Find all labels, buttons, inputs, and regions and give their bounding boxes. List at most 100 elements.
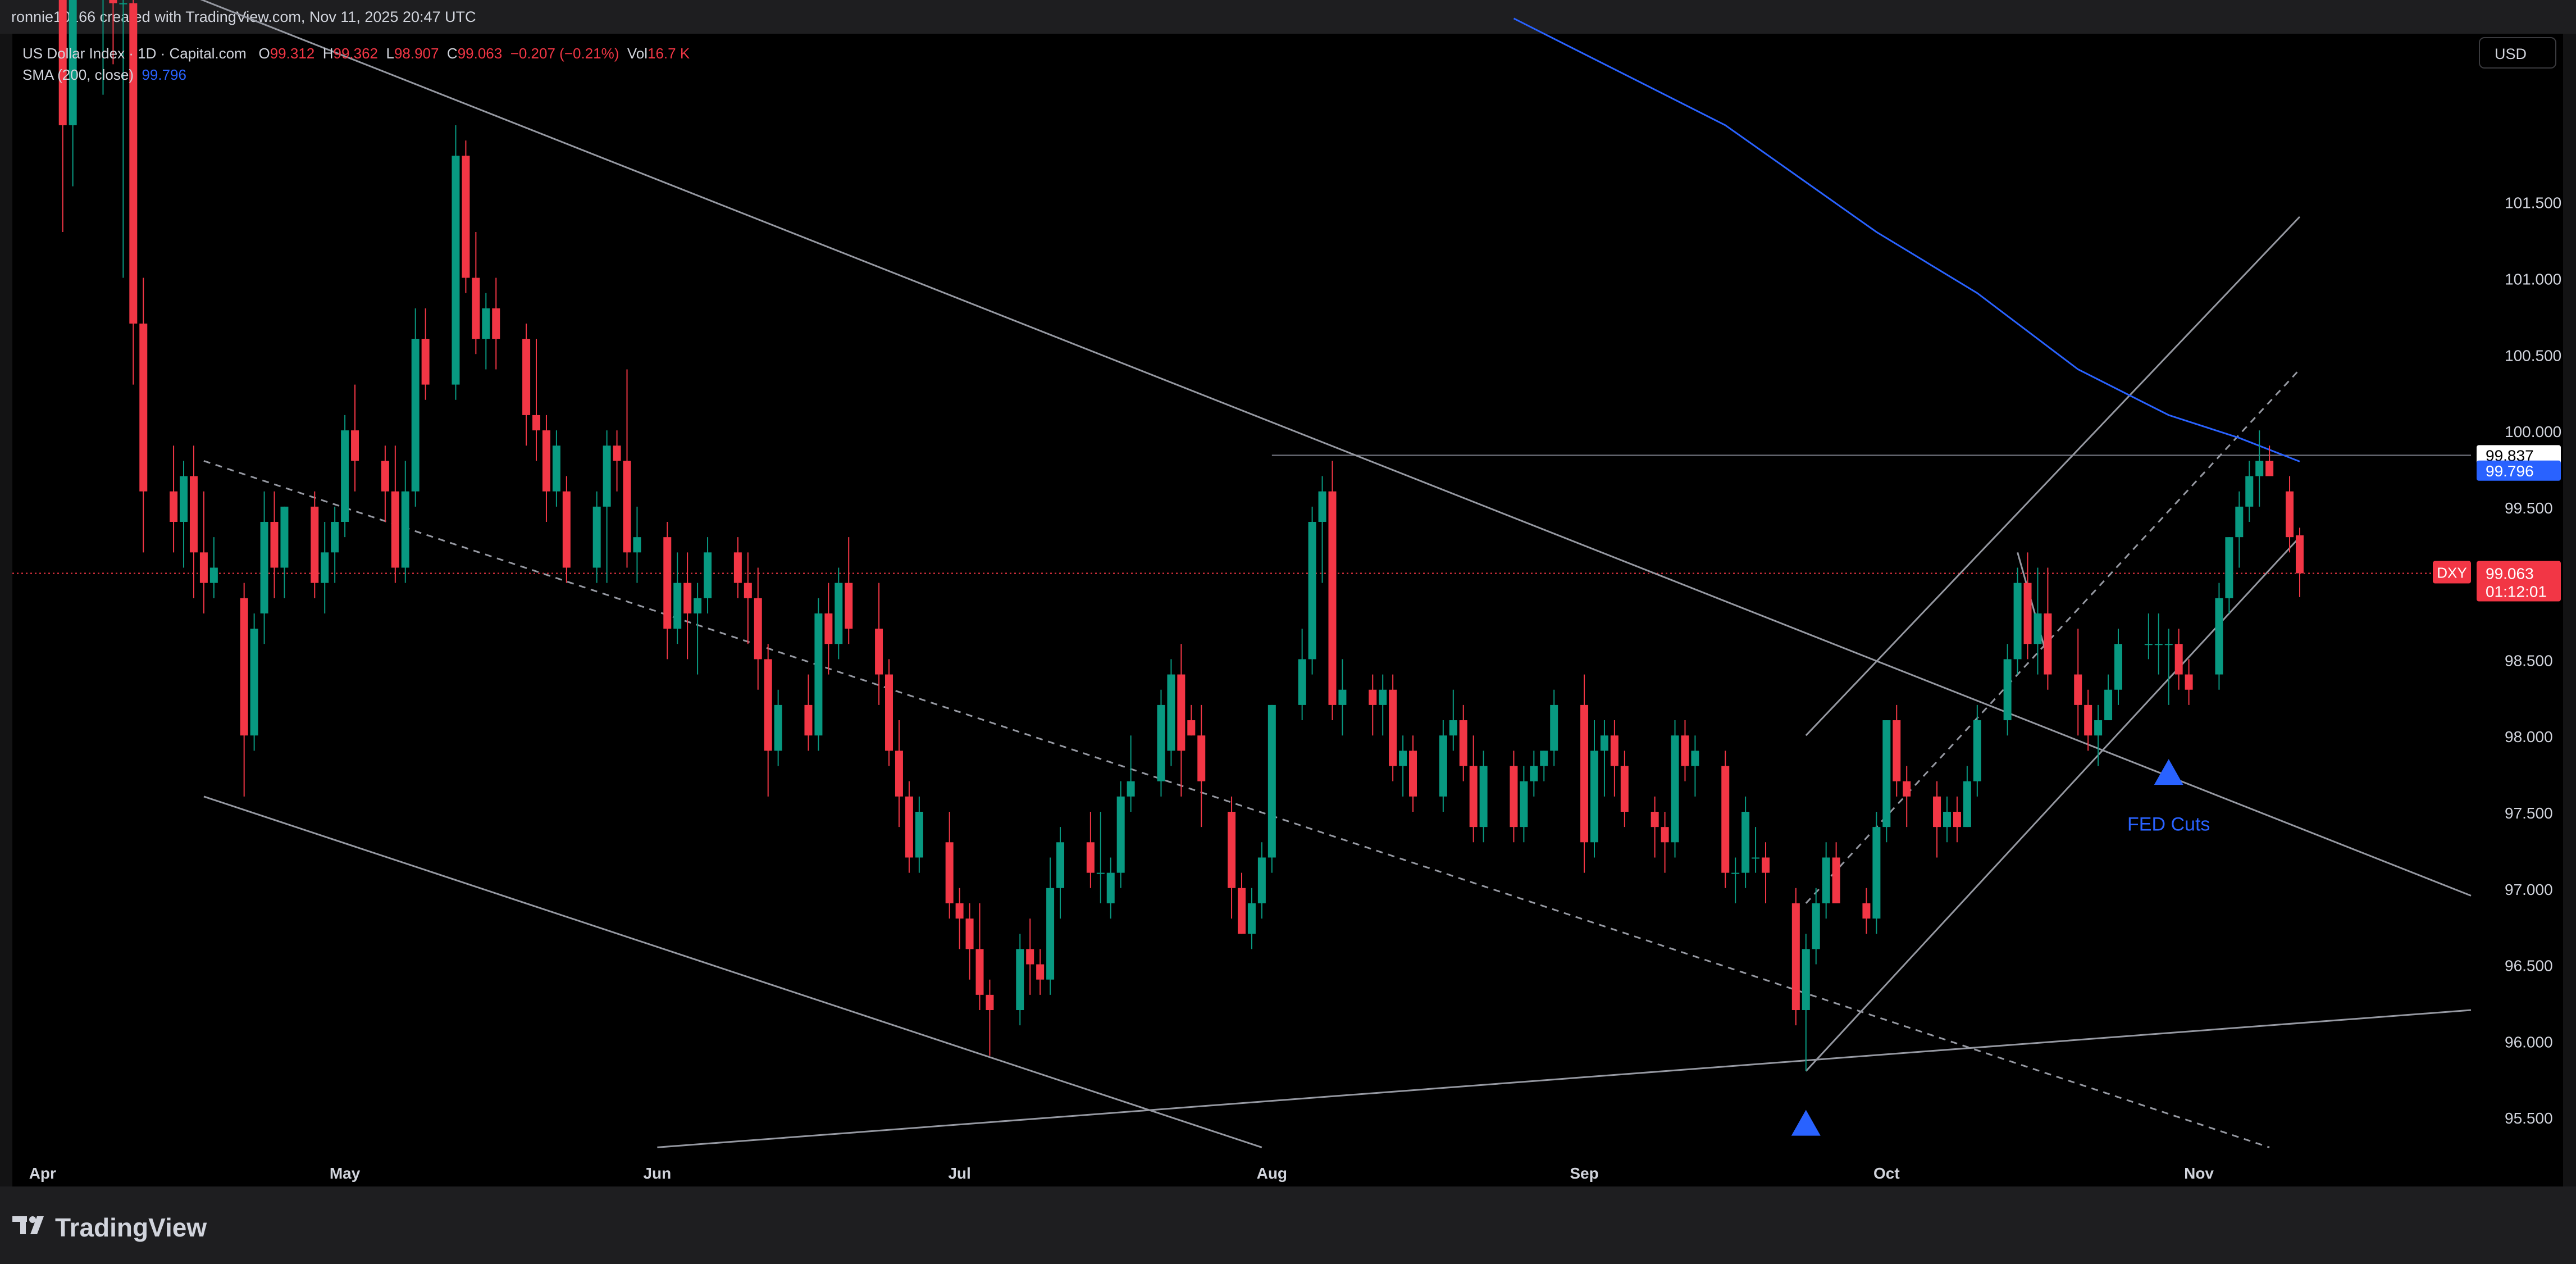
candle-body[interactable] — [905, 796, 913, 858]
candle-body[interactable] — [754, 598, 762, 660]
candle-body[interactable] — [1882, 720, 1891, 827]
candle-body[interactable] — [199, 552, 208, 583]
candle-body[interactable] — [552, 445, 560, 492]
candle-body[interactable] — [955, 903, 964, 919]
candle-body[interactable] — [2164, 644, 2173, 645]
candle-body[interactable] — [1651, 811, 1659, 827]
candle-body[interactable] — [129, 3, 138, 324]
candle-body[interactable] — [1046, 888, 1055, 980]
candle-body[interactable] — [1872, 827, 1881, 919]
candle-body[interactable] — [1469, 766, 1478, 827]
candle-body[interactable] — [1459, 720, 1467, 766]
candle-body[interactable] — [250, 629, 258, 736]
candle-body[interactable] — [2245, 476, 2254, 507]
candle-body[interactable] — [1096, 872, 1105, 874]
candle-body[interactable] — [2034, 613, 2042, 644]
candle-body[interactable] — [1409, 751, 1417, 797]
candle-body[interactable] — [58, 0, 67, 125]
candle-body[interactable] — [1812, 903, 1820, 949]
candle-body[interactable] — [885, 674, 893, 751]
trendline-1[interactable] — [133, 0, 2472, 897]
candle-body[interactable] — [1187, 720, 1196, 736]
candle-body[interactable] — [804, 704, 813, 736]
candle-body[interactable] — [2094, 720, 2103, 736]
candle-body[interactable] — [1238, 888, 1246, 934]
candle-body[interactable] — [2265, 461, 2274, 476]
candle-body[interactable] — [1308, 522, 1316, 660]
candle-body[interactable] — [69, 0, 77, 125]
candle-body[interactable] — [1298, 659, 1306, 705]
candle-body[interactable] — [1600, 735, 1608, 751]
currency-button[interactable]: USD — [2479, 37, 2556, 69]
candle-body[interactable] — [592, 506, 601, 568]
candle-body[interactable] — [522, 339, 531, 415]
candle-body[interactable] — [986, 994, 994, 1011]
candle-body[interactable] — [381, 461, 389, 492]
candle-body[interactable] — [1822, 857, 1830, 903]
candle-body[interactable] — [1953, 811, 1961, 827]
candle-body[interactable] — [180, 476, 188, 522]
candle-body[interactable] — [2295, 535, 2304, 574]
candle-body[interactable] — [975, 949, 984, 995]
candle-body[interactable] — [1752, 857, 1760, 859]
candle-body[interactable] — [1691, 751, 1699, 766]
candle-body[interactable] — [945, 842, 954, 903]
candle-body[interactable] — [341, 430, 349, 522]
candle-body[interactable] — [1530, 766, 1538, 781]
candle-body[interactable] — [1903, 781, 1911, 797]
candle-body[interactable] — [1741, 811, 1750, 873]
candle-body[interactable] — [824, 613, 833, 644]
candle-body[interactable] — [764, 659, 772, 751]
candle-body[interactable] — [119, 3, 127, 4]
chart-frame[interactable] — [12, 34, 2563, 1186]
candle-body[interactable] — [472, 278, 480, 339]
candle-body[interactable] — [744, 583, 752, 598]
candle-body[interactable] — [2185, 674, 2193, 690]
candle-body[interactable] — [733, 552, 742, 583]
candle-body[interactable] — [1671, 735, 1679, 843]
candle-body[interactable] — [603, 445, 611, 507]
candle-body[interactable] — [673, 583, 682, 629]
candle-body[interactable] — [452, 156, 460, 385]
candle-body[interactable] — [1479, 766, 1488, 827]
trendline-5[interactable] — [1805, 216, 2301, 736]
candle-body[interactable] — [321, 552, 329, 583]
candle-body[interactable] — [421, 339, 430, 385]
candle-body[interactable] — [1369, 689, 1377, 705]
candle-body[interactable] — [1520, 781, 1528, 827]
sma-label[interactable]: SMA (200, close) — [22, 66, 134, 83]
candle-body[interactable] — [1661, 827, 1669, 843]
candle-body[interactable] — [1086, 842, 1095, 873]
candle-body[interactable] — [1106, 872, 1115, 903]
candle-body[interactable] — [2044, 613, 2052, 675]
candle-body[interactable] — [915, 811, 923, 858]
candle-body[interactable] — [492, 308, 500, 339]
candle-body[interactable] — [1379, 689, 1387, 705]
candle-body[interactable] — [1933, 796, 1941, 827]
trendline-7[interactable] — [1805, 369, 2301, 904]
candle-body[interactable] — [663, 537, 672, 629]
candle-body[interactable] — [1026, 949, 1034, 965]
candle-body[interactable] — [835, 583, 843, 644]
candle-body[interactable] — [2003, 659, 2012, 721]
candle-body[interactable] — [2084, 704, 2092, 736]
candle-body[interactable] — [613, 445, 621, 461]
candle-body[interactable] — [1247, 903, 1256, 934]
candle-body[interactable] — [240, 598, 248, 736]
candle-body[interactable] — [1862, 903, 1871, 919]
candle-body[interactable] — [2154, 644, 2163, 645]
candle-body[interactable] — [2235, 506, 2244, 538]
candle-body[interactable] — [875, 629, 883, 675]
candle-body[interactable] — [694, 598, 702, 613]
candle-body[interactable] — [280, 506, 289, 568]
candle-body[interactable] — [331, 522, 339, 553]
candle-body[interactable] — [2074, 674, 2082, 705]
candle-body[interactable] — [2174, 644, 2183, 675]
candle-body[interactable] — [1590, 751, 1598, 843]
candle-body[interactable] — [139, 323, 148, 492]
candle-body[interactable] — [2144, 644, 2153, 645]
candle-body[interactable] — [1157, 704, 1165, 781]
candle-body[interactable] — [189, 476, 198, 553]
candle-body[interactable] — [1197, 735, 1206, 781]
candle-body[interactable] — [1228, 811, 1236, 888]
